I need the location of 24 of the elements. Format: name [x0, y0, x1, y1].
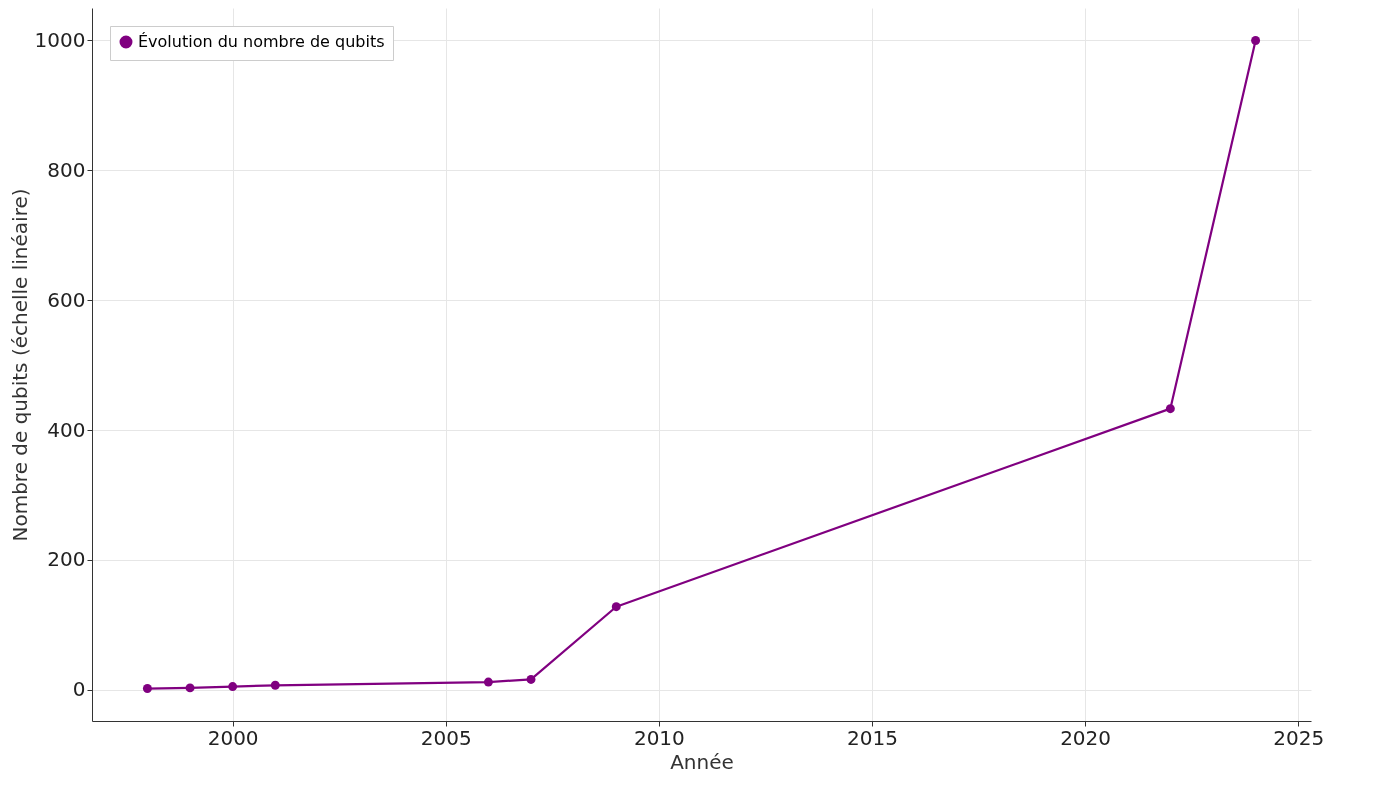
y-tick-label: 1000 [34, 27, 86, 52]
y-tick-label: 0 [72, 677, 86, 702]
point [483, 677, 493, 687]
point [611, 602, 621, 612]
y-tick-label: 600 [47, 287, 86, 312]
x-tick-label: 2005 [420, 725, 472, 750]
point [1165, 404, 1175, 414]
point [526, 674, 536, 684]
x-tick-label: 2000 [207, 725, 259, 750]
x-tick-label: 2025 [1273, 725, 1325, 750]
point [228, 682, 238, 692]
point [185, 683, 195, 693]
y-axis-title: Nombre de qubits (échelle linéaire) [7, 188, 32, 542]
point [1251, 36, 1261, 45]
y-tick-label: 200 [47, 547, 86, 572]
point [142, 684, 152, 693]
x-tick-label: 2015 [847, 725, 898, 750]
y-tick-label: 800 [47, 157, 86, 182]
legend-label: Évolution du nombre de qubits [138, 32, 385, 51]
x-tick-label: 2010 [633, 725, 685, 750]
x-axis-title: Année [670, 749, 734, 774]
y-tick-label: 400 [47, 417, 86, 442]
x-tick-label: 2020 [1060, 725, 1112, 750]
point [270, 680, 280, 690]
